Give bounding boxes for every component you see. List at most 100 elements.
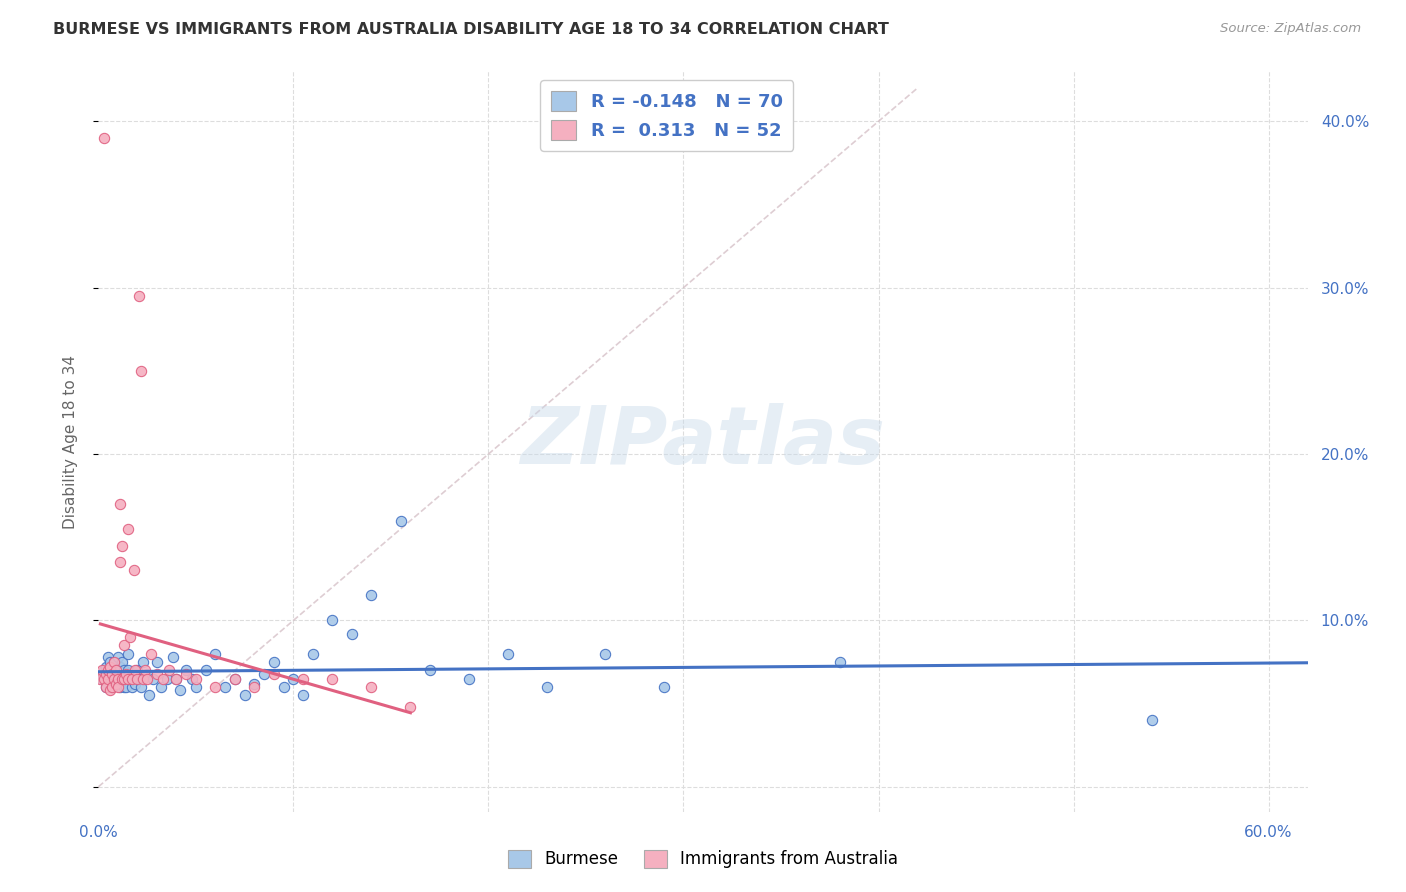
Point [652,680,675,694]
Point [104,676,127,690]
Point [146,655,169,669]
Point [174,666,197,681]
Point [97,672,120,686]
Point [174,663,197,677]
Point [152,672,174,686]
Point [91,663,114,677]
Point [340,626,363,640]
Point [98,655,121,669]
Point [321,614,343,628]
Point [101,680,124,694]
Point [149,680,172,694]
Point [101,663,124,677]
Point [127,672,149,686]
Point [104,676,127,690]
Point [98,672,121,686]
Point [121,680,143,694]
Point [107,650,129,665]
Point [93,663,115,677]
Point [184,672,207,686]
Point [253,666,276,681]
Point [101,666,124,681]
Point [107,666,129,681]
Point [321,672,343,686]
Point [111,672,134,686]
Point [101,680,124,694]
Point [263,666,285,681]
Point [118,672,141,686]
Point [263,655,285,669]
Point [93,131,115,145]
Point [496,647,519,661]
Point [96,680,118,694]
Point [204,680,226,694]
Point [107,680,129,694]
Point [224,672,246,686]
Point [1140,713,1163,727]
Y-axis label: Disability Age 18 to 34: Disability Age 18 to 34 [63,354,77,529]
Point [117,647,139,661]
Point [104,663,127,677]
Point [117,522,139,536]
Point [112,680,135,694]
Point [97,666,120,681]
Point [157,663,180,677]
Point [243,676,266,690]
Point [107,672,129,686]
Point [389,514,412,528]
Point [146,666,169,681]
Point [103,655,125,669]
Point [97,663,120,677]
Point [165,672,187,686]
Point [224,672,246,686]
Point [169,683,191,698]
Point [162,650,184,665]
Point [131,364,153,378]
Point [181,672,204,686]
Text: BURMESE VS IMMIGRANTS FROM AUSTRALIA DISABILITY AGE 18 TO 34 CORRELATION CHART: BURMESE VS IMMIGRANTS FROM AUSTRALIA DIS… [53,22,890,37]
Point [136,672,159,686]
Point [233,688,256,702]
Point [98,660,121,674]
Point [124,663,146,677]
Point [108,497,131,511]
Point [214,680,236,694]
Point [360,589,382,603]
Point [97,650,120,665]
Point [96,666,118,681]
Point [108,555,131,569]
Point [98,683,121,698]
Point [91,672,114,686]
Point [595,647,617,661]
Point [360,680,382,694]
Point [156,672,179,686]
Point [103,672,125,686]
Point [121,672,143,686]
Text: ZIPatlas: ZIPatlas [520,402,886,481]
Point [112,672,135,686]
Point [204,647,226,661]
Point [89,672,111,686]
Point [127,663,149,677]
Point [93,672,115,686]
Legend: R = -0.148   N = 70, R =  0.313   N = 52: R = -0.148 N = 70, R = 0.313 N = 52 [540,80,793,151]
Point [122,666,145,681]
Point [112,638,135,652]
Point [111,539,134,553]
Point [111,672,134,686]
Point [399,699,422,714]
Point [419,663,441,677]
Point [112,663,135,677]
Point [108,660,131,674]
Point [273,680,295,694]
Point [139,647,162,661]
Point [103,655,125,669]
Point [243,680,266,694]
Point [128,672,150,686]
Point [283,672,305,686]
Legend: Burmese, Immigrants from Australia: Burmese, Immigrants from Australia [499,841,907,877]
Point [292,688,315,702]
Point [103,672,125,686]
Point [114,672,136,686]
Point [136,666,159,681]
